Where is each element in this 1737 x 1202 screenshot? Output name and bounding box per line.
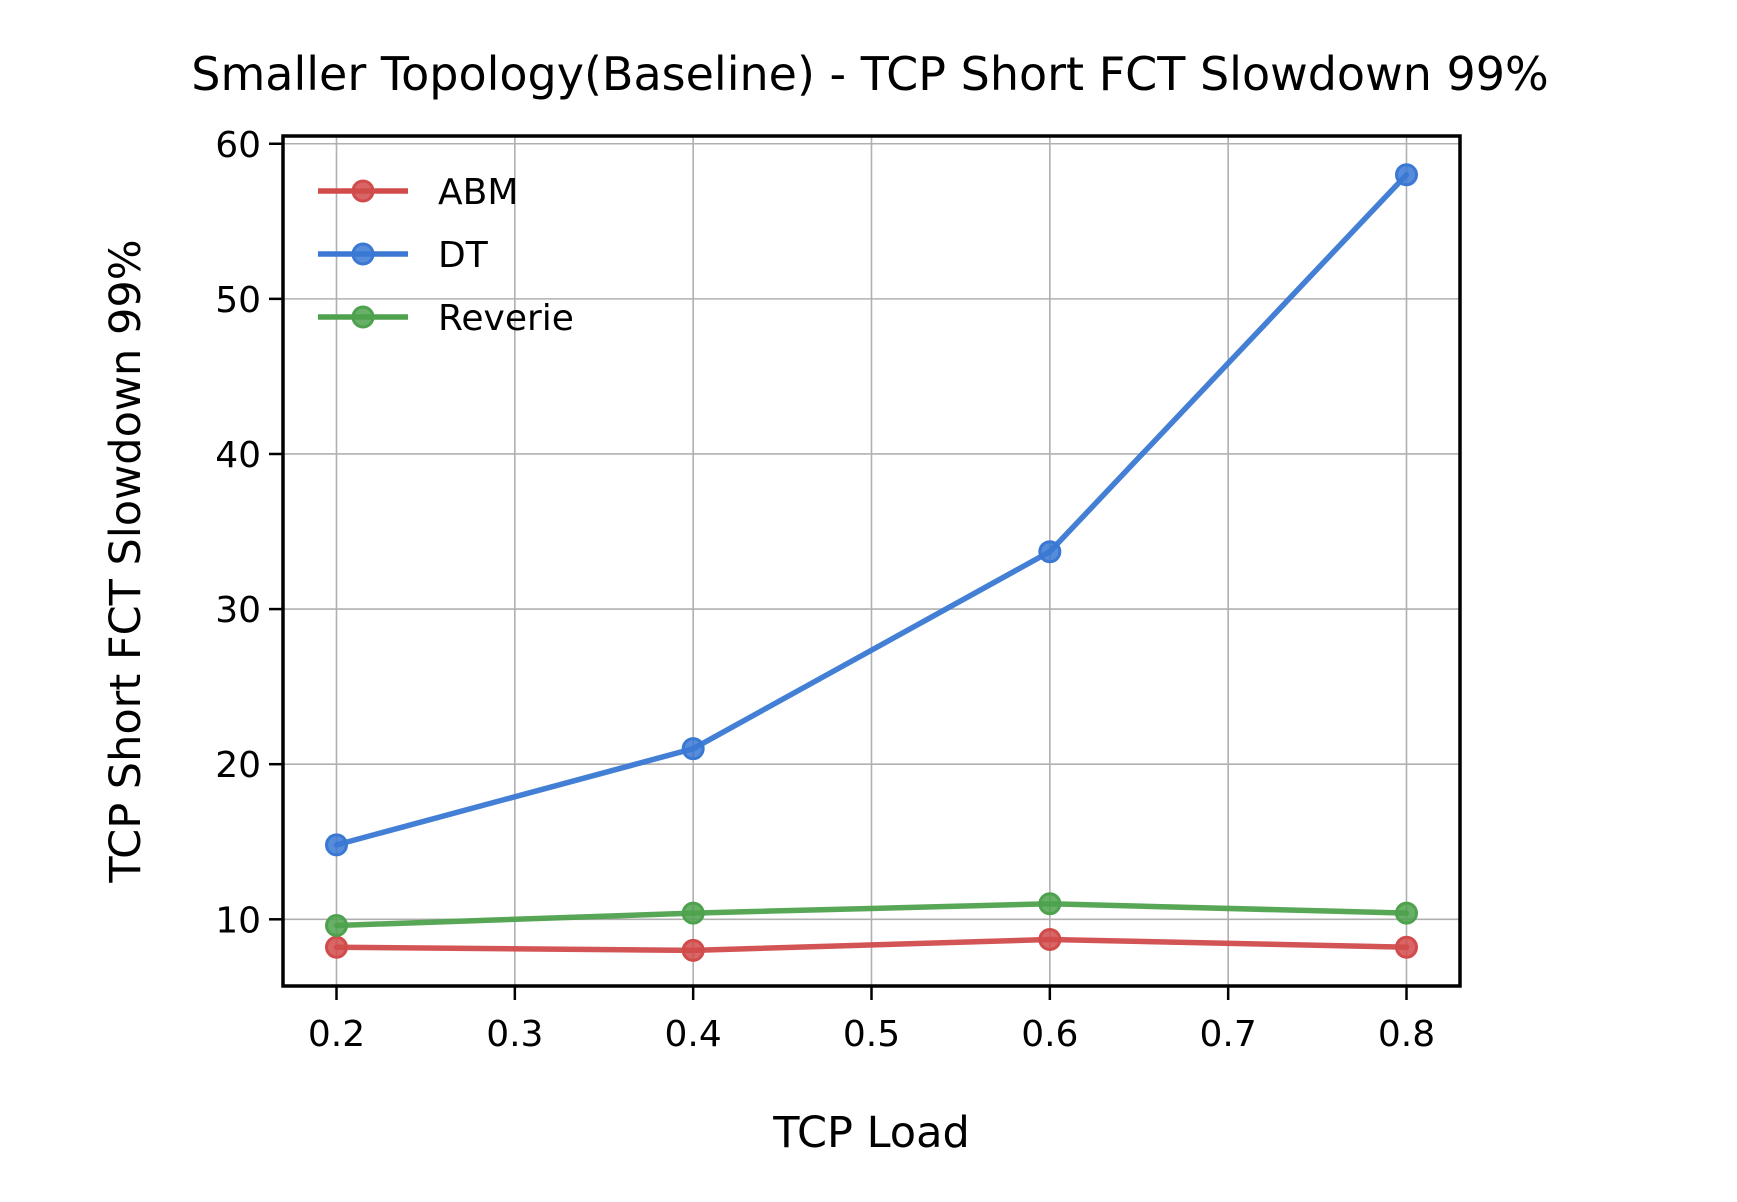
legend: ABM DT Reverie [318,172,574,339]
legend-label-abm: ABM [438,172,518,213]
legend-item-abm: ABM [318,172,518,213]
legend-item-dt: DT [318,235,489,276]
legend-label-reverie: Reverie [438,298,574,339]
data-point-reverie [325,914,348,938]
y-axis: 10 20 30 40 50 60 [215,125,283,941]
data-point-reverie [1038,892,1062,916]
series-reverie [325,892,1418,938]
data-point-dt [1038,540,1062,564]
data-point-dt [1395,163,1418,187]
x-tick-label: 0.5 [843,1014,900,1055]
y-tick-label: 20 [215,745,261,786]
data-point-dt [681,737,705,761]
y-tick-label: 10 [215,900,261,941]
y-tick-label: 50 [215,280,261,321]
y-tick-label: 40 [215,435,261,476]
legend-label-dt: DT [438,235,489,276]
series-dt [325,163,1418,857]
legend-marker-reverie [351,305,375,329]
series-line-abm [333,936,1410,954]
series-group [325,163,1418,962]
legend-marker-abm [351,179,375,203]
data-point-abm [325,935,348,959]
x-axis-label: TCP Load [772,1108,970,1158]
x-tick-label: 0.3 [486,1014,543,1055]
x-tick-label: 0.4 [665,1014,722,1055]
series-line-reverie [333,901,1410,929]
x-tick-label: 0.7 [1200,1014,1257,1055]
legend-item-reverie: Reverie [318,298,574,339]
series-line-dt [333,172,1410,848]
x-tick-label: 0.6 [1021,1014,1078,1055]
data-point-reverie [681,901,705,925]
series-abm [325,927,1418,962]
x-tick-label: 0.2 [308,1014,365,1055]
data-point-dt [325,833,348,857]
y-tick-label: 30 [215,590,261,631]
x-axis: 0.2 0.3 0.4 0.5 0.6 0.7 0.8 [308,986,1435,1055]
legend-marker-dt [351,242,375,266]
y-tick-label: 60 [215,125,261,166]
data-point-abm [681,938,705,962]
data-point-abm [1395,935,1418,959]
x-tick-label: 0.8 [1378,1014,1435,1055]
chart-title: Smaller Topology(Baseline) - TCP Short F… [191,47,1548,101]
y-axis-label: TCP Short FCT Slowdown 99% [101,239,151,883]
data-point-reverie [1395,901,1418,925]
data-point-abm [1038,927,1062,951]
